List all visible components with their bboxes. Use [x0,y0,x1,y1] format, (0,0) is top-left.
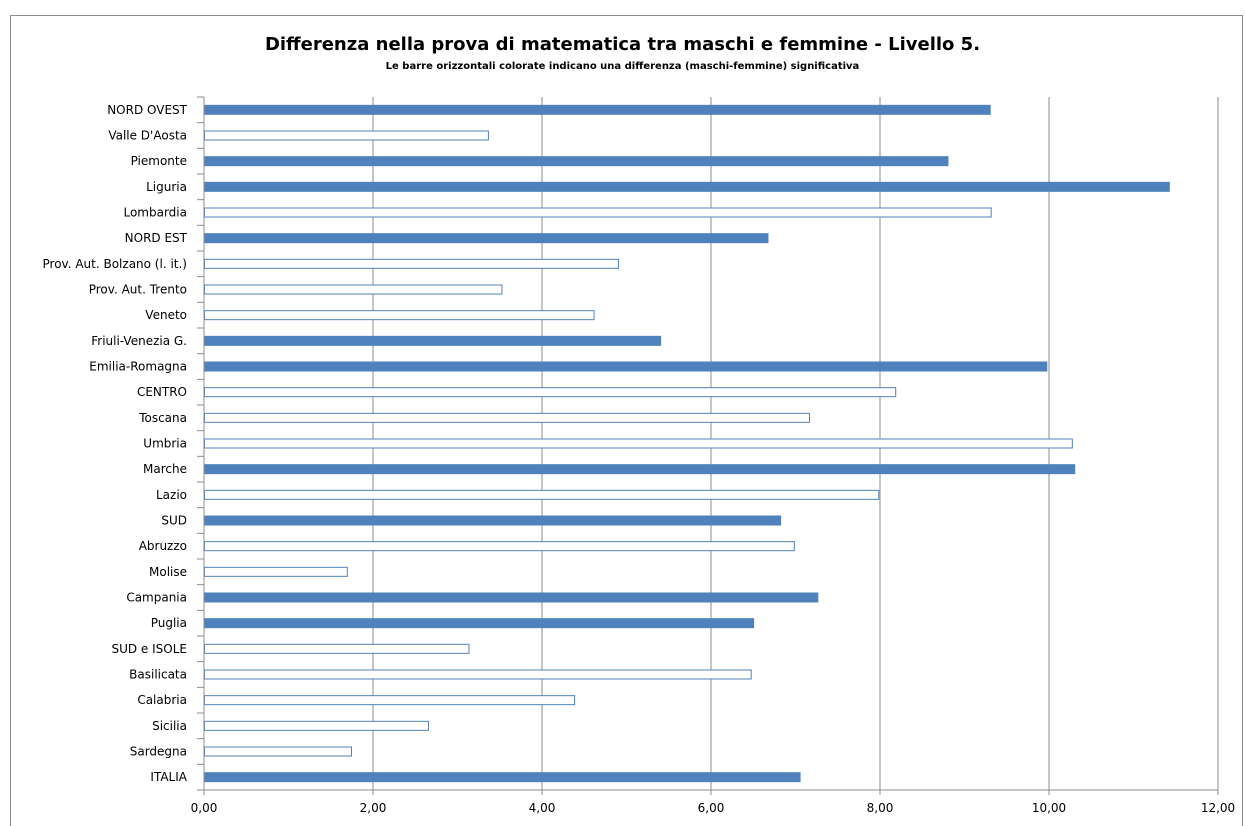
chart-subtitle: Le barre orizzontali colorate indicano u… [385,61,860,72]
category-label: Molise [149,565,187,579]
x-tick-label: 10,00 [1032,801,1066,815]
category-label: Liguria [146,180,187,194]
bar [204,207,992,218]
x-tick-label: 2,00 [360,801,387,815]
category-label: Sicilia [152,719,187,733]
category-label: Friuli-Venezia G. [91,334,187,348]
bar [204,618,755,629]
category-labels: NORD OVEST Valle D'Aosta Piemonte Liguria Lo… [43,103,188,784]
bar [204,489,880,500]
category-label: Sardegna [130,745,187,759]
bar [204,592,819,603]
category-label: Umbria [143,437,187,451]
chart-title: Differenza nella prova di matematica tra… [264,34,981,55]
category-label: Lombardia [123,206,187,220]
chart-frame [10,15,1243,826]
category-label: NORD EST [125,231,188,245]
bar [204,566,348,577]
category-label: NORD OVEST [107,103,187,117]
category-label: Lazio [156,488,187,502]
category-label: Toscana [138,411,187,425]
bar [204,720,429,731]
x-tick-labels: 0,00 2,00 4,00 6,00 8,00 10,00 12,00 [191,801,1236,815]
category-label: Calabria [137,693,187,707]
bar [204,310,595,321]
bar [204,541,795,552]
bar [204,233,769,244]
bar [204,156,949,167]
bar [204,669,752,680]
bar [204,361,1048,372]
category-label: Basilicata [129,668,187,682]
category-label: Emilia-Romagna [89,360,187,374]
bar [204,387,897,398]
x-tick-label: 0,00 [191,801,218,815]
bar [204,181,1170,192]
x-tick-label: 12,00 [1201,801,1235,815]
category-label: Valle D'Aosta [108,129,187,143]
category-label: Prov. Aut. Trento [89,283,187,297]
category-label: Veneto [145,308,187,322]
bar [204,284,503,295]
y-axis [197,96,1219,795]
bar [204,464,1076,475]
bar [204,335,662,346]
category-label: Abruzzo [139,539,187,553]
bar [204,772,801,783]
category-label: CENTRO [137,385,187,399]
bar [204,746,353,757]
bar [204,412,811,423]
category-label: SUD [161,514,187,528]
bar [204,515,782,526]
category-label: Campania [126,591,187,605]
x-tick-label: 4,00 [529,801,556,815]
category-label: Piemonte [131,154,187,168]
bars [204,104,1170,783]
category-label: Prov. Aut. Bolzano (l. it.) [43,257,188,271]
x-tick-label: 8,00 [867,801,894,815]
bar [204,104,991,115]
x-tick-label: 6,00 [698,801,725,815]
bar [204,695,576,706]
category-label: Puglia [151,616,187,630]
category-label: SUD e ISOLE [111,642,187,656]
bar [204,130,489,141]
category-label: ITALIA [150,770,187,784]
bar [204,643,470,654]
bar [204,258,620,269]
bar [204,438,1073,449]
category-label: Marche [143,462,187,476]
